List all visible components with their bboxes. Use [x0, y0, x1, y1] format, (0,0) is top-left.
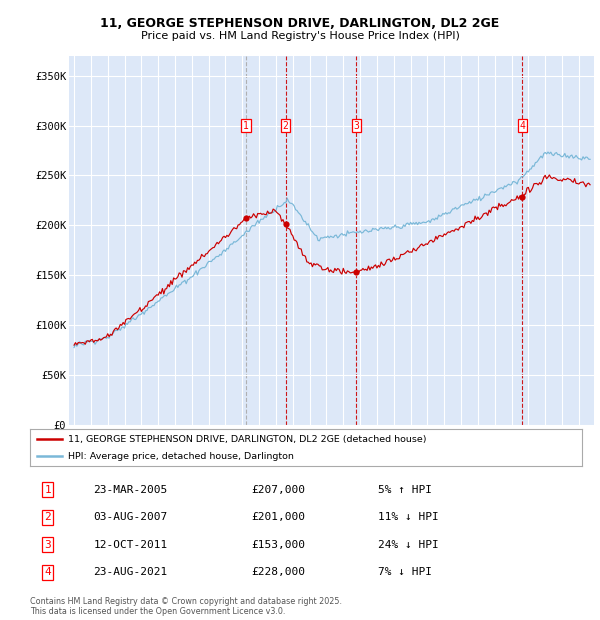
Text: 4: 4 [520, 121, 525, 131]
Text: 5% ↑ HPI: 5% ↑ HPI [378, 485, 432, 495]
Text: 11% ↓ HPI: 11% ↓ HPI [378, 512, 439, 522]
Text: 2: 2 [44, 512, 51, 522]
Text: 2: 2 [283, 121, 289, 131]
Text: 11, GEORGE STEPHENSON DRIVE, DARLINGTON, DL2 2GE: 11, GEORGE STEPHENSON DRIVE, DARLINGTON,… [100, 17, 500, 30]
Text: 12-OCT-2011: 12-OCT-2011 [94, 539, 168, 549]
Text: £201,000: £201,000 [251, 512, 305, 522]
Text: 3: 3 [353, 121, 359, 131]
Text: 1: 1 [243, 121, 249, 131]
Text: 3: 3 [44, 539, 51, 549]
Text: Price paid vs. HM Land Registry's House Price Index (HPI): Price paid vs. HM Land Registry's House … [140, 31, 460, 41]
Text: £207,000: £207,000 [251, 485, 305, 495]
Text: HPI: Average price, detached house, Darlington: HPI: Average price, detached house, Darl… [68, 452, 293, 461]
Text: £153,000: £153,000 [251, 539, 305, 549]
Text: 23-MAR-2005: 23-MAR-2005 [94, 485, 168, 495]
Text: 03-AUG-2007: 03-AUG-2007 [94, 512, 168, 522]
Text: 11, GEORGE STEPHENSON DRIVE, DARLINGTON, DL2 2GE (detached house): 11, GEORGE STEPHENSON DRIVE, DARLINGTON,… [68, 435, 426, 443]
Text: £228,000: £228,000 [251, 567, 305, 577]
Text: 23-AUG-2021: 23-AUG-2021 [94, 567, 168, 577]
Text: Contains HM Land Registry data © Crown copyright and database right 2025.
This d: Contains HM Land Registry data © Crown c… [30, 596, 342, 616]
Text: 7% ↓ HPI: 7% ↓ HPI [378, 567, 432, 577]
Text: 24% ↓ HPI: 24% ↓ HPI [378, 539, 439, 549]
Text: 4: 4 [44, 567, 51, 577]
Text: 1: 1 [44, 485, 51, 495]
